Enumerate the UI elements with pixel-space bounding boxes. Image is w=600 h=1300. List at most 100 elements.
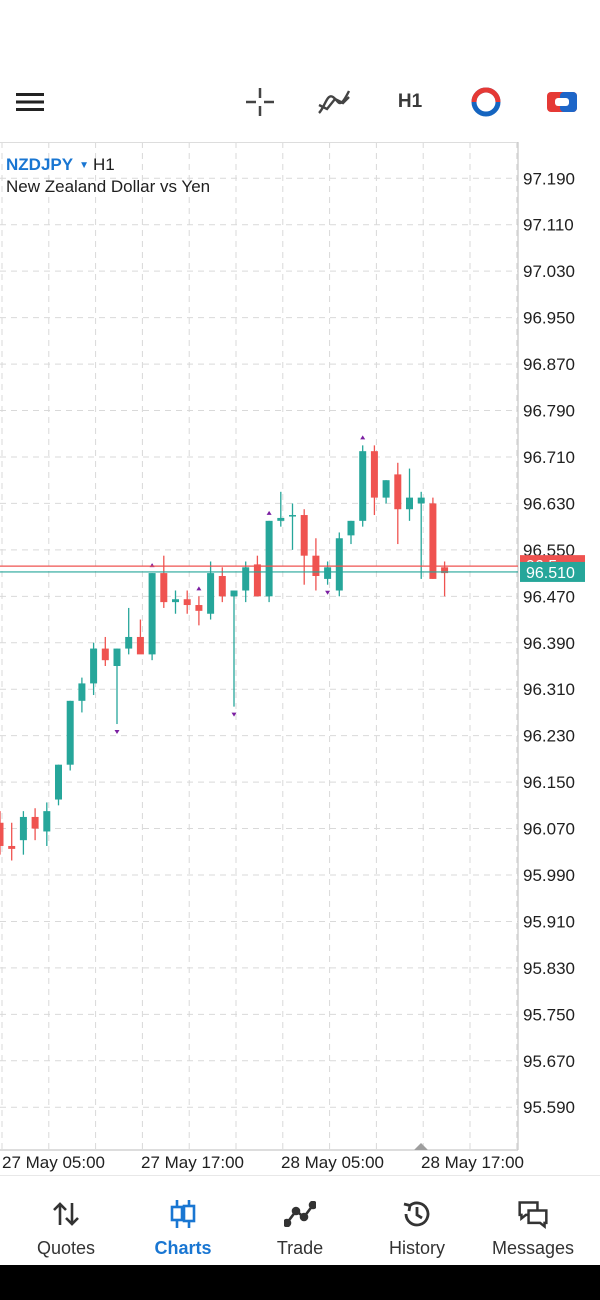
candle-body-bearish: [370, 451, 378, 498]
candle-body-bullish: [359, 451, 367, 521]
candle-body-bearish: [31, 816, 39, 829]
candle-body-bullish: [43, 811, 51, 832]
hamburger-menu-icon[interactable]: [6, 78, 54, 126]
one-click-trade-icon[interactable]: [538, 78, 586, 126]
y-tick-label: 96.070: [523, 820, 575, 839]
y-tick-label: 95.590: [523, 1098, 575, 1117]
candle-body-bearish: [429, 503, 437, 579]
symbol-description: New Zealand Dollar vs Yen: [6, 177, 211, 196]
candle-body-bearish: [300, 515, 308, 556]
candle-body-bullish: [382, 480, 390, 498]
y-tick-label: 96.630: [523, 494, 575, 513]
messages-bubbles-icon: [517, 1198, 549, 1230]
candle-body-bullish: [347, 520, 355, 536]
candle-body-bullish: [125, 636, 133, 649]
y-tick-label: 96.950: [523, 309, 575, 328]
indicators-icon[interactable]: [310, 78, 358, 126]
candle-body-bullish: [172, 599, 179, 603]
candle-body-bullish: [324, 567, 332, 579]
y-tick-label: 95.990: [523, 866, 575, 885]
fractal-up-marker: [196, 586, 202, 591]
candle-body-bullish: [55, 764, 62, 800]
candle-body-bullish: [90, 648, 98, 684]
candle-body-bullish: [230, 590, 238, 597]
nav-quotes[interactable]: Quotes: [6, 1176, 126, 1266]
y-tick-label: 96.310: [523, 680, 575, 699]
symbol-name[interactable]: NZDJPY: [6, 155, 74, 174]
y-tick-label: 95.830: [523, 959, 575, 978]
trade-line-icon: [284, 1198, 316, 1230]
x-tick-label: 28 May 17:00: [421, 1153, 524, 1172]
fractal-up-marker: [360, 435, 366, 440]
y-tick-label: 95.910: [523, 912, 575, 931]
system-navigation-bar: [0, 1265, 600, 1300]
candle-body-bearish: [8, 845, 16, 849]
nav-charts[interactable]: Charts: [123, 1176, 243, 1266]
chart-symbol-header[interactable]: NZDJPY ▼ H1: [6, 155, 115, 175]
candle-body-bullish: [78, 683, 86, 701]
candle-body-bullish: [19, 816, 27, 841]
candle-body-bullish: [242, 567, 250, 591]
crosshair-icon[interactable]: [236, 78, 284, 126]
candle-body-bearish: [160, 573, 168, 603]
candle-body-bullish: [265, 520, 273, 597]
timeframe-button[interactable]: H1: [386, 78, 434, 126]
candle-body-bullish: [207, 573, 215, 614]
chart-toolbar: H1: [0, 60, 600, 142]
candle-body-bearish: [253, 564, 261, 597]
objects-icon[interactable]: [462, 78, 510, 126]
y-tick-label: 95.670: [523, 1052, 575, 1071]
y-tick-label: 97.030: [523, 262, 575, 281]
x-tick-label: 27 May 17:00: [141, 1153, 244, 1172]
fractal-down-marker: [325, 590, 331, 595]
y-tick-label: 95.750: [523, 1005, 575, 1024]
candle-body-bullish: [289, 515, 296, 517]
candle-body-bullish: [277, 517, 285, 521]
bottom-navigation: Quotes Charts Trade History Messages: [0, 1175, 600, 1265]
candle-body-bearish: [136, 636, 144, 655]
candle-body-bullish: [66, 700, 74, 765]
y-tick-label: 96.790: [523, 402, 575, 421]
y-tick-label: 96.390: [523, 634, 575, 653]
candle-body-bullish: [148, 573, 156, 655]
charts-candles-icon: [167, 1198, 199, 1230]
candle-body-bullish: [335, 538, 343, 591]
nav-label: Messages: [491, 1238, 575, 1258]
candle-body-bearish: [195, 605, 203, 611]
candle-body-bearish: [183, 599, 191, 606]
bid-price-tag: [520, 561, 585, 582]
y-tick-label: 97.110: [523, 216, 574, 235]
y-tick-label: 96.870: [523, 355, 575, 374]
y-tick-label: 96.470: [523, 587, 575, 606]
fractal-down-marker: [231, 712, 237, 717]
price-chart[interactable]: 97.190 97.110 97.030 96.950 96.870 96.790 96.7…: [0, 142, 600, 1175]
candle-body-bearish: [101, 648, 109, 661]
symbol-dropdown-icon[interactable]: ▼: [79, 160, 89, 171]
nav-label: History: [388, 1238, 445, 1258]
candlestick-chart[interactable]: 97.190 97.110 97.030 96.950 96.870 96.790 96.7…: [0, 142, 600, 1175]
nav-messages[interactable]: Messages: [473, 1176, 593, 1266]
y-tick-label: 96.230: [523, 727, 575, 746]
y-tick-label: 96.150: [523, 773, 575, 792]
chart-timeframe: H1: [92, 155, 115, 174]
bid-price-label: 96.510: [526, 565, 575, 582]
candle-body-bearish: [218, 575, 226, 597]
candle-body-bullish: [406, 497, 413, 510]
candle-body-bearish: [441, 567, 449, 574]
history-clock-icon: [401, 1198, 433, 1230]
y-tick-label: 96.550: [523, 541, 575, 560]
nav-history[interactable]: History: [357, 1176, 477, 1266]
fractal-up-marker: [266, 510, 272, 515]
fractal-down-marker: [114, 730, 120, 735]
nav-label: Trade: [276, 1238, 324, 1258]
candle-body-bullish: [417, 497, 425, 504]
chart-shift-marker: [414, 1143, 428, 1150]
candle-body-bearish: [0, 822, 4, 846]
candle-body-bullish: [113, 648, 121, 666]
candle-body-bearish: [394, 474, 402, 510]
y-tick-label: 97.190: [523, 169, 575, 188]
quotes-arrows-icon: [50, 1198, 82, 1230]
nav-label: Charts: [154, 1238, 212, 1258]
nav-trade[interactable]: Trade: [240, 1176, 360, 1266]
timeframe-label: H1: [397, 91, 423, 112]
